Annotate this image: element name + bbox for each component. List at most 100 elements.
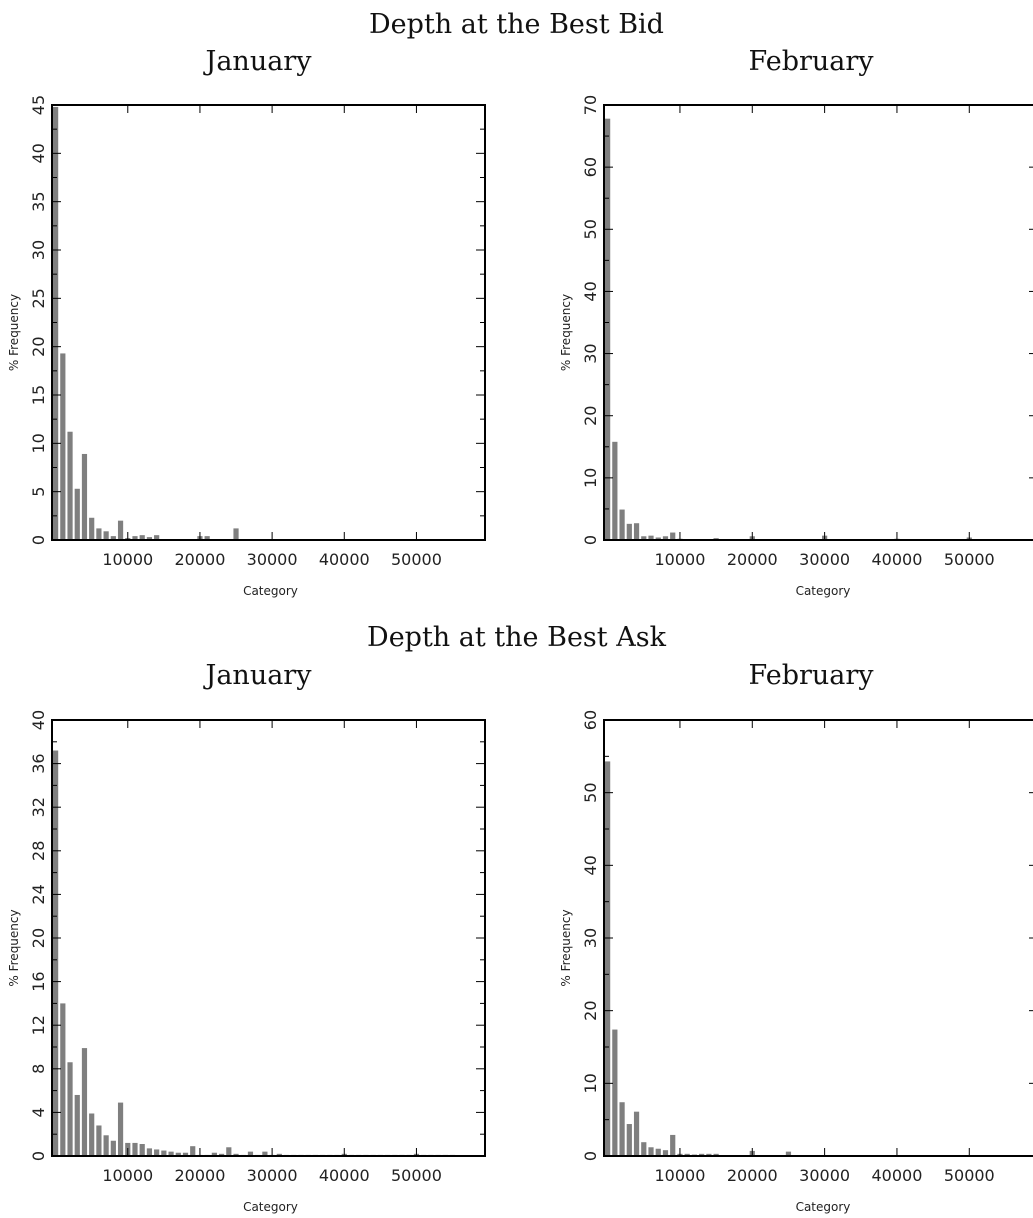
bar-9 — [670, 532, 676, 540]
y-tick-label: 36 — [29, 753, 48, 773]
y-tick-label: 0 — [581, 535, 600, 545]
x-tick-label: 10000 — [102, 550, 153, 569]
bar-14 — [154, 1149, 160, 1156]
y-tick-label: 20 — [581, 406, 600, 426]
bar-8 — [662, 536, 669, 540]
x-tick-label: 50000 — [944, 1166, 995, 1185]
bar-5 — [641, 536, 647, 540]
x-axis-label: Category — [796, 1200, 851, 1214]
plot-frame — [51, 719, 486, 1157]
bar-1 — [612, 441, 618, 540]
bar-7 — [655, 1148, 661, 1156]
y-tick-label: 40 — [29, 710, 48, 730]
x-tick-label: 30000 — [799, 1166, 850, 1185]
bar-9 — [117, 1102, 124, 1156]
bar-7 — [103, 1135, 109, 1156]
bar-7 — [103, 531, 109, 540]
bar-15 — [713, 1153, 719, 1156]
x-tick-label: 40000 — [319, 1166, 370, 1185]
bar-3 — [74, 1094, 80, 1156]
y-axis-label: % Frequency — [7, 294, 21, 371]
y-tick-label: 25 — [29, 288, 48, 308]
y-tick-label: 20 — [581, 1000, 600, 1020]
y-tick-label: 8 — [29, 1064, 48, 1074]
bar-8 — [662, 1150, 669, 1156]
y-tick-label: 40 — [29, 143, 48, 163]
bar-17 — [175, 1152, 181, 1156]
bar-3 — [74, 488, 80, 540]
bar-23 — [218, 1153, 225, 1156]
plot-frame — [603, 104, 1033, 541]
chart-title: January — [203, 660, 313, 691]
y-tick-label: 45 — [29, 95, 48, 115]
bid-section-title: Depth at the Best Bid — [369, 9, 664, 40]
bar-14 — [706, 1153, 712, 1156]
bar-29 — [262, 1151, 268, 1156]
bar-0 — [53, 106, 59, 540]
bar-16 — [168, 1151, 174, 1156]
y-tick-label: 40 — [581, 281, 600, 301]
y-tick-label: 50 — [581, 219, 600, 239]
y-tick-label: 40 — [581, 855, 600, 875]
y-tick-label: 20 — [29, 928, 48, 948]
x-tick-label: 50000 — [391, 550, 442, 569]
bar-11 — [132, 536, 138, 540]
bar-21 — [204, 536, 210, 540]
y-tick-label: 0 — [29, 535, 48, 545]
x-axis-label: Category — [243, 1200, 298, 1214]
chart-title: January — [203, 46, 313, 77]
chart-title: February — [748, 660, 874, 691]
bar-9 — [670, 1134, 676, 1156]
bar-6 — [96, 1125, 102, 1156]
x-tick-label: 30000 — [799, 550, 850, 569]
bar-1 — [612, 1029, 618, 1156]
y-tick-label: 16 — [29, 971, 48, 991]
x-tick-label: 20000 — [727, 1166, 778, 1185]
y-tick-label: 35 — [29, 191, 48, 211]
bar-13 — [699, 1153, 705, 1156]
y-tick-label: 12 — [29, 1015, 48, 1035]
y-tick-label: 5 — [29, 487, 48, 497]
y-tick-label: 24 — [29, 884, 48, 904]
bar-0 — [605, 118, 611, 541]
bar-0 — [53, 750, 59, 1156]
y-tick-label: 70 — [581, 95, 600, 115]
bar-9 — [117, 520, 124, 540]
bid-february-chart: February 0 10 20 30 40 50 60 70 10000 20000 30000 40… — [559, 46, 1033, 598]
bar-4 — [81, 453, 88, 540]
bar-2 — [619, 1102, 625, 1156]
bar-12 — [139, 535, 145, 540]
bar-3 — [626, 1124, 632, 1156]
y-tick-label: 30 — [581, 928, 600, 948]
bar-25 — [233, 1153, 239, 1156]
bar-1 — [60, 1003, 66, 1156]
bar-8 — [110, 1140, 116, 1156]
bar-24 — [226, 1147, 232, 1156]
y-tick-label: 30 — [581, 343, 600, 363]
bar-6 — [96, 528, 102, 540]
bar-2 — [67, 1062, 73, 1156]
bar-5 — [89, 517, 95, 540]
bar-18 — [182, 1152, 189, 1156]
ask-february-chart: February 0 10 20 30 40 50 60 10000 20000 30000 4000… — [559, 660, 1033, 1214]
bar-12 — [139, 1144, 145, 1156]
x-tick-label: 20000 — [174, 1166, 225, 1185]
y-tick-label: 30 — [29, 240, 48, 260]
bar-13 — [146, 537, 153, 540]
y-tick-label: 10 — [581, 1073, 600, 1093]
bar-11 — [684, 1153, 690, 1156]
ask-section-title: Depth at the Best Ask — [367, 622, 666, 653]
x-tick-label: 10000 — [654, 1166, 705, 1185]
bar-4 — [633, 523, 640, 540]
bar-2 — [67, 431, 73, 540]
bar-22 — [211, 1152, 217, 1156]
y-tick-label: 60 — [581, 710, 600, 730]
y-tick-label: 32 — [29, 797, 48, 817]
bar-6 — [648, 535, 654, 540]
x-tick-label: 20000 — [174, 550, 225, 569]
bar-19 — [190, 1146, 196, 1156]
bar-13 — [146, 1148, 153, 1156]
x-tick-label: 30000 — [247, 550, 298, 569]
bar-25 — [233, 528, 239, 540]
